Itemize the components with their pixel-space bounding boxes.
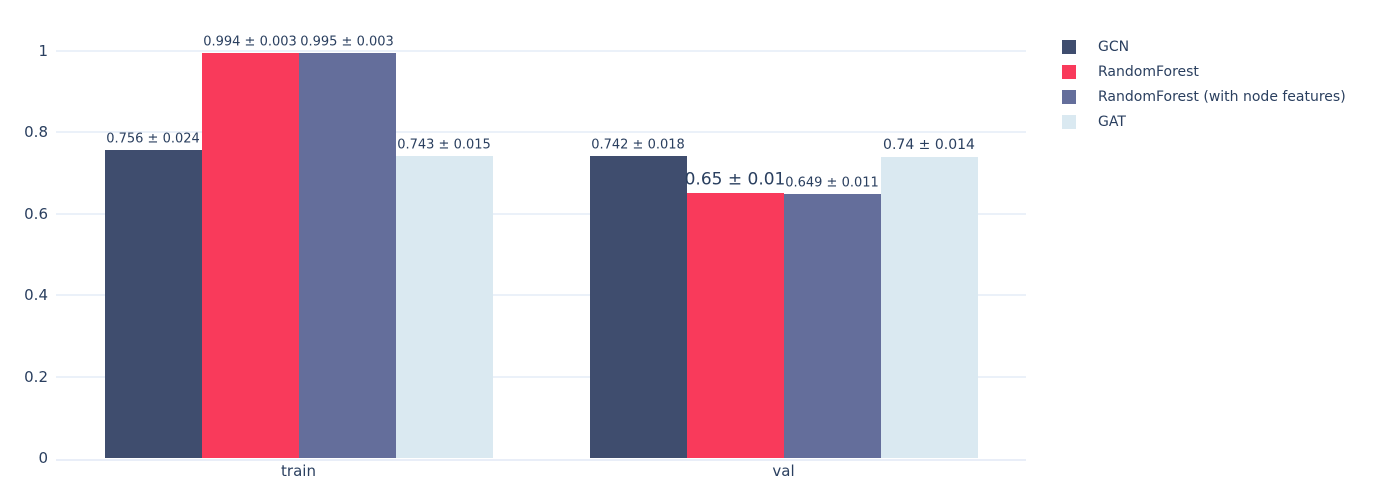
- legend-label-randomforest: RandomForest: [1098, 63, 1199, 80]
- bar-randomforest-train[interactable]: [201, 53, 299, 458]
- bar-gcn-val[interactable]: [589, 156, 687, 458]
- gridline-y-0.4: [56, 294, 1026, 297]
- bar-gat-val[interactable]: [880, 156, 978, 458]
- gridline-y-0.2: [56, 375, 1026, 378]
- legend-label-randomforest-node-features: RandomForest (with node features): [1098, 88, 1346, 105]
- gridline-y-0.6: [56, 212, 1026, 215]
- y-tick-label-0: 0: [38, 449, 48, 467]
- bar-randomforest-val[interactable]: [686, 193, 784, 458]
- bar-value-label-randomforest-train: 0.994 ± 0.003: [203, 34, 297, 50]
- legend-label-gcn: GCN: [1098, 38, 1130, 55]
- y-tick-label-0.6: 0.6: [24, 204, 48, 223]
- legend-swatch-randomforest-node-features-icon: [1062, 89, 1076, 104]
- bar-value-label-randomforest-with-node-features-val: 0.649 ± 0.011: [785, 175, 879, 191]
- y-tick-label-0.4: 0.4: [24, 286, 48, 305]
- bar-randomforest-with-node-features-train[interactable]: [298, 53, 396, 458]
- x-tick-label-train: train: [281, 462, 316, 480]
- gridline-y-0.8: [56, 131, 1026, 134]
- bar-randomforest-with-node-features-val[interactable]: [783, 193, 881, 458]
- bar-value-label-gat-train: 0.743 ± 0.015: [397, 137, 491, 152]
- gridline-y-1: [56, 50, 1026, 52]
- legend-item-gcn[interactable]: GCN: [1062, 34, 1346, 59]
- legend-swatch-randomforest-icon: [1062, 64, 1076, 79]
- legend-item-randomforest[interactable]: RandomForest: [1062, 59, 1346, 84]
- bar-gcn-train[interactable]: [104, 150, 202, 458]
- bar-value-label-gat-val: 0.74 ± 0.014: [883, 137, 975, 154]
- bar-value-label-randomforest-val: 0.65 ± 0.01: [684, 170, 786, 191]
- bar-value-label-randomforest-with-node-features-train: 0.995 ± 0.003: [300, 34, 394, 50]
- y-tick-label-1: 1: [38, 42, 48, 60]
- y-tick-label-0.2: 0.2: [24, 367, 48, 386]
- x-axis-line: [56, 458, 1026, 461]
- legend-item-gat[interactable]: GAT: [1062, 109, 1346, 134]
- y-tick-label-0.8: 0.8: [24, 123, 48, 142]
- legend-item-randomforest-node-features[interactable]: RandomForest (with node features): [1062, 84, 1346, 109]
- legend-label-gat: GAT: [1098, 113, 1126, 130]
- legend-swatch-gat-icon: [1062, 114, 1076, 129]
- bar-value-label-gcn-val: 0.742 ± 0.018: [591, 137, 685, 153]
- legend: GCN RandomForest RandomForest (with node…: [1062, 34, 1346, 134]
- legend-swatch-gcn-icon: [1062, 39, 1076, 54]
- x-tick-label-val: val: [772, 462, 795, 480]
- bar-gat-train[interactable]: [395, 155, 493, 458]
- bar-value-label-gcn-train: 0.756 ± 0.024: [106, 131, 200, 147]
